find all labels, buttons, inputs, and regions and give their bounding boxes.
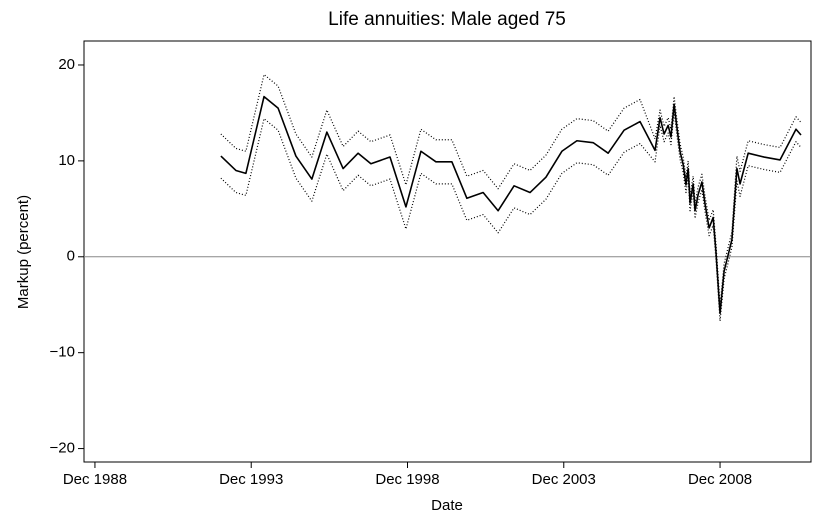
x-tick-label: Dec 2008 <box>688 471 752 488</box>
x-tick-label: Dec 2003 <box>532 471 596 488</box>
series-line <box>220 111 802 322</box>
y-axis-label: Markup (percent) <box>15 195 32 309</box>
y-tick-label: 20 <box>58 56 75 73</box>
series-line <box>220 73 802 307</box>
y-tick-label: 0 <box>67 248 75 265</box>
y-tick-label: −10 <box>50 344 75 361</box>
y-tick-label: −20 <box>50 440 75 457</box>
series-line <box>220 95 802 315</box>
x-tick-label: Dec 1998 <box>375 471 439 488</box>
chart-title: Life annuities: Male aged 75 <box>328 9 566 30</box>
plot-frame <box>83 40 812 463</box>
x-tick-label: Dec 1988 <box>63 471 127 488</box>
y-tick-label: 10 <box>58 152 75 169</box>
x-axis-label: Date <box>431 497 463 514</box>
x-tick-label: Dec 1993 <box>219 471 283 488</box>
